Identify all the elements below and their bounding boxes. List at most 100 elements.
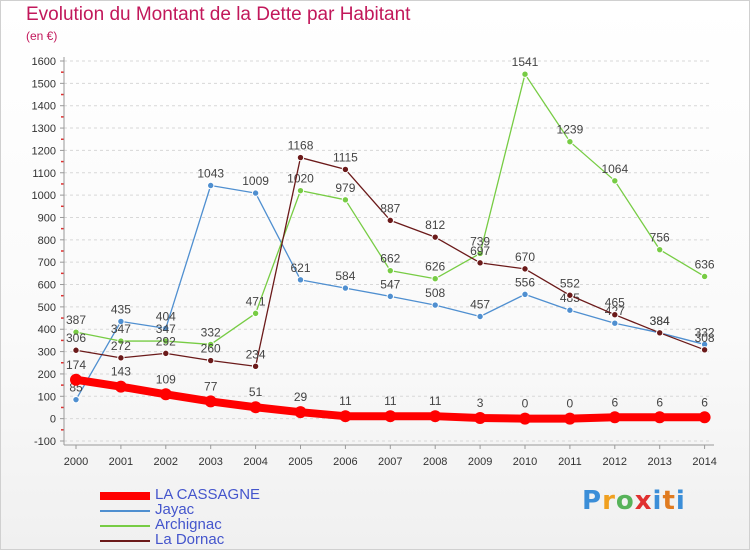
data-point — [519, 412, 531, 425]
data-label: 11 — [384, 394, 397, 408]
y-tick-label: 800 — [38, 235, 56, 247]
data-label: 0 — [567, 397, 574, 411]
data-point — [386, 292, 394, 301]
data-point — [72, 328, 80, 336]
x-tick-label: 2001 — [109, 456, 133, 468]
data-point — [563, 412, 576, 425]
data-label: 1009 — [242, 174, 269, 188]
data-point — [700, 272, 709, 281]
y-tick-label: 200 — [38, 369, 56, 381]
data-point — [251, 309, 260, 318]
data-label: 292 — [156, 334, 176, 348]
data-label: 0 — [522, 397, 529, 411]
data-point — [117, 354, 125, 362]
data-label: 384 — [650, 314, 670, 328]
x-tick-label: 2010 — [513, 456, 537, 468]
data-point — [294, 406, 307, 419]
data-label: 109 — [156, 372, 176, 386]
data-point — [566, 291, 574, 299]
data-point — [698, 411, 711, 424]
data-point — [611, 311, 619, 319]
x-tick-label: 2007 — [378, 456, 402, 468]
data-label: 508 — [425, 286, 445, 300]
data-point — [386, 216, 394, 225]
data-label: 662 — [380, 252, 400, 266]
data-point — [296, 153, 305, 162]
data-label: 670 — [515, 250, 535, 264]
data-point — [341, 284, 350, 292]
data-point — [207, 340, 215, 349]
legend-label: Archignac — [155, 516, 222, 533]
chart-title: Evolution du Montant de la Dette par Hab… — [26, 4, 411, 25]
data-point — [611, 319, 619, 327]
data-label: 471 — [246, 294, 266, 308]
data-label: 1043 — [197, 167, 224, 181]
data-label: 11 — [429, 394, 442, 408]
data-point — [611, 177, 619, 185]
data-label: 143 — [111, 365, 131, 379]
x-tick-label: 2011 — [558, 456, 582, 468]
data-point — [72, 395, 80, 404]
data-label: 332 — [201, 325, 221, 339]
legend-label: LA CASSAGNE — [155, 486, 261, 503]
data-label: 1541 — [512, 55, 539, 69]
x-tick-label: 2008 — [423, 456, 447, 468]
data-point — [251, 189, 260, 197]
y-tick-label: 1300 — [32, 123, 56, 135]
y-tick-label: 1400 — [32, 101, 56, 113]
y-tick-label: 1200 — [32, 145, 56, 157]
y-tick-label: 700 — [38, 257, 56, 269]
data-label: 812 — [425, 218, 445, 232]
data-label: 1168 — [288, 139, 314, 153]
data-label: 465 — [605, 296, 625, 310]
data-point — [114, 380, 127, 393]
data-label: 697 — [470, 244, 490, 258]
legend-swatch — [100, 492, 150, 500]
y-tick-label: 900 — [38, 212, 56, 224]
data-point — [162, 337, 170, 345]
data-label: 260 — [201, 342, 221, 356]
data-point — [117, 337, 125, 345]
data-label: 3 — [477, 396, 484, 410]
data-point — [207, 181, 215, 190]
y-tick-label: 0 — [50, 414, 56, 426]
legend-swatch — [100, 540, 150, 542]
data-label: 77 — [204, 379, 218, 393]
data-point — [476, 249, 484, 258]
data-label: 1115 — [333, 150, 358, 164]
y-tick-label: 300 — [38, 347, 56, 359]
data-point — [162, 324, 170, 333]
data-point — [204, 395, 217, 408]
data-point — [521, 265, 529, 273]
data-label: 547 — [380, 277, 400, 291]
data-point — [70, 373, 82, 386]
data-label: 979 — [335, 181, 355, 195]
legend-label: Jayac — [155, 501, 195, 518]
data-point — [431, 233, 439, 241]
data-point — [521, 70, 529, 78]
data-label: 6 — [656, 395, 663, 409]
x-tick-label: 2009 — [468, 456, 492, 468]
data-point — [429, 410, 442, 423]
data-label: 384 — [650, 314, 670, 328]
data-label: 739 — [470, 234, 490, 248]
data-label: 887 — [380, 201, 400, 215]
legend-label: La Dornac — [155, 531, 225, 548]
data-point — [476, 259, 484, 267]
y-tick-label: 1500 — [32, 78, 56, 90]
x-tick-label: 2012 — [603, 456, 627, 468]
data-label: 1064 — [601, 162, 628, 176]
data-label: 756 — [650, 231, 670, 245]
data-point — [72, 346, 80, 354]
data-point — [207, 356, 215, 365]
data-point — [474, 411, 487, 424]
proxiti-logo: Proxiti — [582, 486, 686, 516]
x-tick-label: 2005 — [288, 456, 312, 468]
data-label: 308 — [695, 331, 715, 345]
data-point — [296, 186, 305, 195]
unit-label: (en €) — [26, 29, 58, 43]
data-label: 347 — [156, 322, 176, 336]
y-tick-label: 600 — [38, 280, 56, 292]
y-tick-label: 400 — [38, 324, 56, 336]
